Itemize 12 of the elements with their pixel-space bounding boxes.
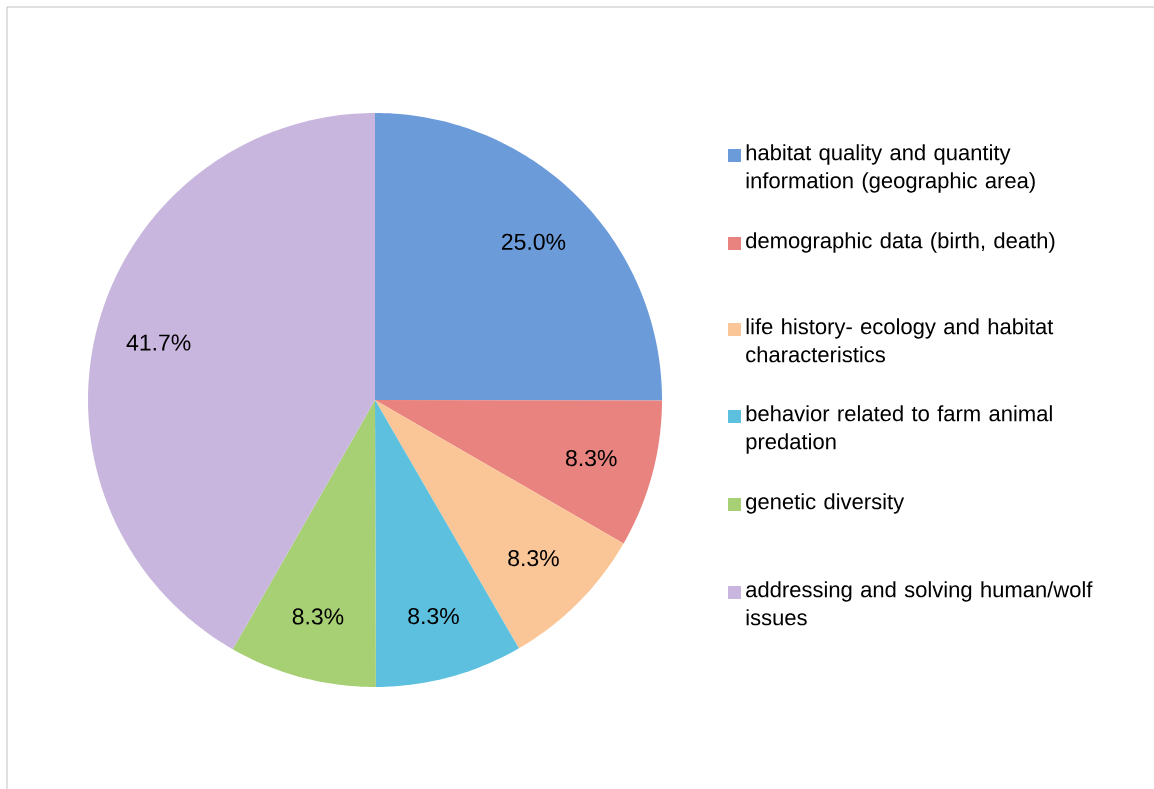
legend-label: life history- ecology and habitat characteristics [746, 318, 1054, 363]
legend-label: habitat quality and quantity information (geographic area) [746, 144, 1035, 193]
data-label: 8.3% [408, 607, 459, 625]
legend-label: behavior related to farm animal predation [746, 405, 1052, 454]
data-label: 8.3% [508, 550, 559, 567]
legend-label: demographic data (birth, death) [746, 232, 1055, 253]
data-label: 41.7% [126, 334, 191, 351]
legend-label: addressing and solving human/wolf issues [746, 581, 1093, 626]
data-label: 8.3% [292, 608, 344, 625]
data-label: 25.0% [501, 233, 566, 250]
legend-label: genetic diversity [746, 493, 905, 514]
data-label: 8.3% [565, 449, 617, 467]
